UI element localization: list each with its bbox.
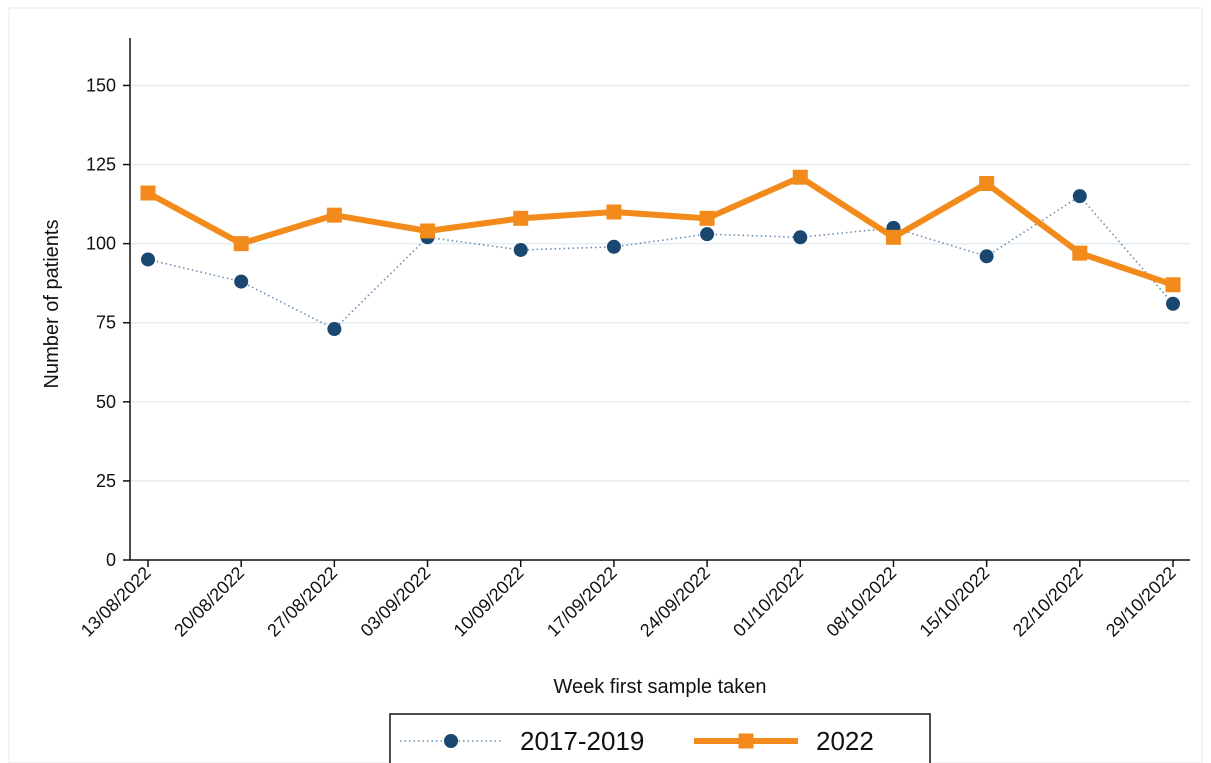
legend-label-1: 2022 xyxy=(816,726,874,756)
series-0-point xyxy=(793,230,808,245)
legend: 2017-2019 2022 xyxy=(389,713,931,763)
series-1-point xyxy=(885,229,901,245)
series-0-point xyxy=(234,274,249,289)
y-tick-label: 25 xyxy=(96,471,116,491)
series-1-point xyxy=(326,207,342,223)
series-1-point xyxy=(513,210,529,226)
legend-swatch-marker-0 xyxy=(444,734,458,748)
series-1-point xyxy=(1165,277,1181,293)
legend-swatch-marker-1 xyxy=(738,733,754,749)
series-1-point xyxy=(979,176,995,192)
plot-background xyxy=(8,7,1203,763)
series-0-point xyxy=(979,249,994,264)
y-tick-label: 50 xyxy=(96,392,116,412)
x-axis-title: Week first sample taken xyxy=(553,676,766,698)
series-0-point xyxy=(327,322,342,337)
legend-box xyxy=(389,713,931,763)
series-1-point xyxy=(699,210,715,226)
series-1-point xyxy=(420,223,436,239)
gridlines xyxy=(131,84,1190,561)
y-tick-label: 125 xyxy=(86,155,116,175)
y-tick-label: 75 xyxy=(96,313,116,333)
series-0-point xyxy=(1166,296,1180,311)
y-tick-label: 0 xyxy=(106,550,116,570)
series-1-point xyxy=(140,185,156,201)
series-0-point xyxy=(1072,189,1087,204)
series-0-point xyxy=(606,239,621,254)
axis-labels: Week first sample taken Number of patien… xyxy=(41,220,767,698)
series-0-point xyxy=(513,242,528,257)
y-tick-label: 100 xyxy=(86,234,116,254)
series-1-point xyxy=(233,236,249,252)
series-1-point xyxy=(792,169,808,185)
series-layer xyxy=(140,169,1181,337)
y-tick-label: 150 xyxy=(86,75,116,95)
series-line-1 xyxy=(146,174,1174,288)
y-axis-title: Number of patients xyxy=(41,220,63,389)
series-1-point xyxy=(1072,245,1088,261)
legend-label-0: 2017-2019 xyxy=(520,726,644,756)
series-0-point xyxy=(141,252,155,267)
series-1-point xyxy=(606,204,622,220)
series-0-point xyxy=(700,227,715,242)
